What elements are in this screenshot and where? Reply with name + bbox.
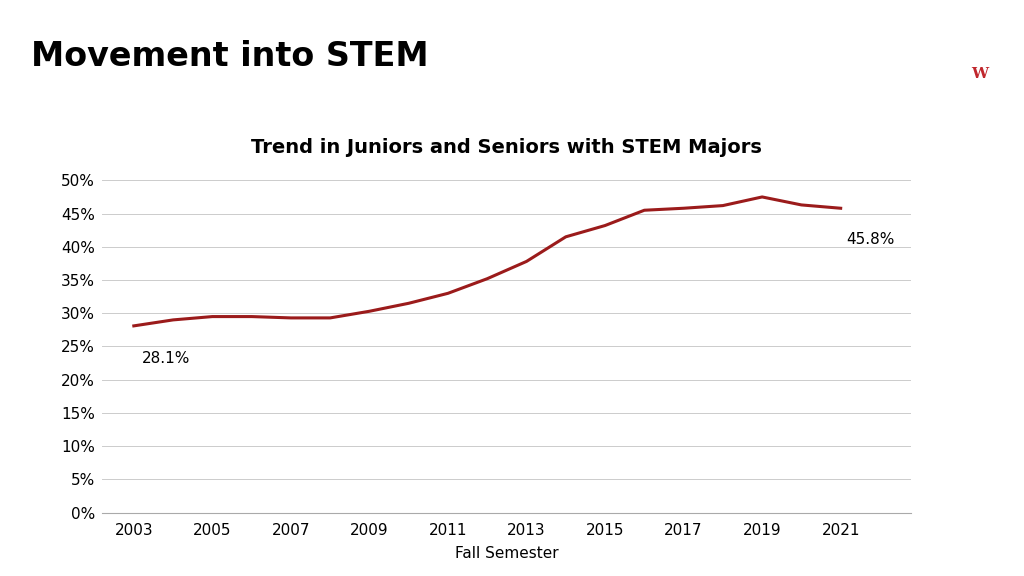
Circle shape	[943, 22, 1016, 122]
Text: W: W	[971, 67, 988, 81]
Text: Movement into STEM: Movement into STEM	[31, 40, 428, 73]
Title: Trend in Juniors and Seniors with STEM Majors: Trend in Juniors and Seniors with STEM M…	[252, 138, 762, 157]
Text: 45.8%: 45.8%	[847, 232, 895, 247]
Text: 28.1%: 28.1%	[141, 351, 190, 366]
X-axis label: Fall Semester: Fall Semester	[455, 547, 559, 562]
